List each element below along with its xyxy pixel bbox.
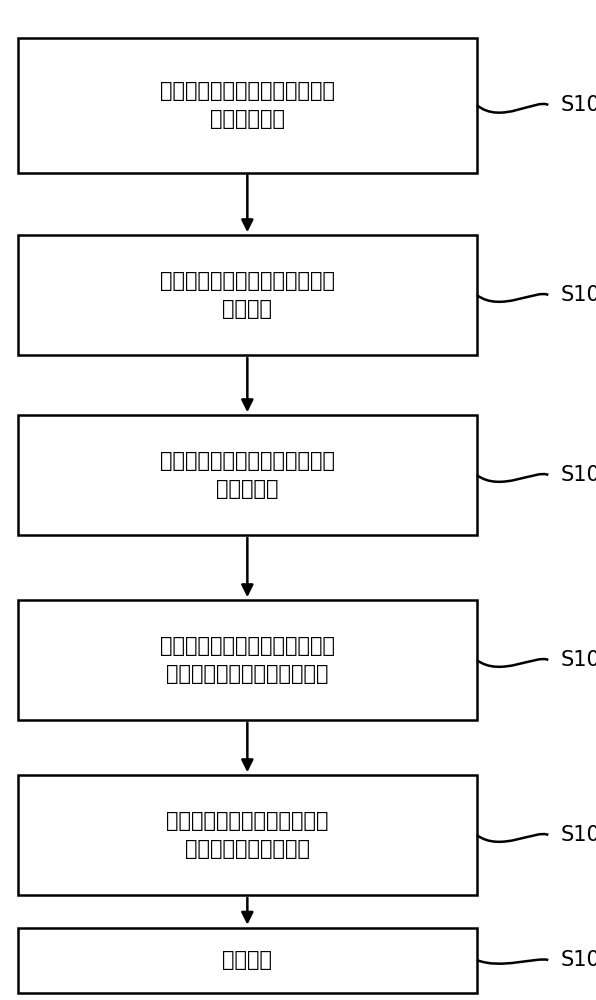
Bar — [18, 37, 477, 172]
Bar — [18, 235, 477, 355]
Text: S101: S101 — [560, 95, 596, 115]
Text: 对频域信号进行过采样、反傅里
叶变换，得到多采样时域信号: 对频域信号进行过采样、反傅里 叶变换，得到多采样时域信号 — [160, 636, 335, 684]
Text: S106: S106 — [560, 950, 596, 970]
Text: 发送信号: 发送信号 — [222, 950, 272, 970]
Text: 对映射信号进行傅里叶变换，得
到频域信号: 对映射信号进行傅里叶变换，得 到频域信号 — [160, 451, 335, 499]
Text: S103: S103 — [560, 465, 596, 485]
Bar — [18, 600, 477, 720]
Text: 对测控信息和授时码进行扩频，
获得扩频信号: 对测控信息和授时码进行扩频， 获得扩频信号 — [160, 81, 335, 129]
Bar — [18, 415, 477, 535]
Text: 对多采样时域信号添加循环前
缀，获得待发送的信号: 对多采样时域信号添加循环前 缀，获得待发送的信号 — [166, 811, 328, 859]
Bar — [18, 775, 477, 895]
Text: S105: S105 — [560, 825, 596, 845]
Text: S102: S102 — [560, 285, 596, 305]
Text: S104: S104 — [560, 650, 596, 670]
Bar — [18, 928, 477, 992]
Text: 对扩频信号进行星座映射，得到
映射信号: 对扩频信号进行星座映射，得到 映射信号 — [160, 271, 335, 319]
